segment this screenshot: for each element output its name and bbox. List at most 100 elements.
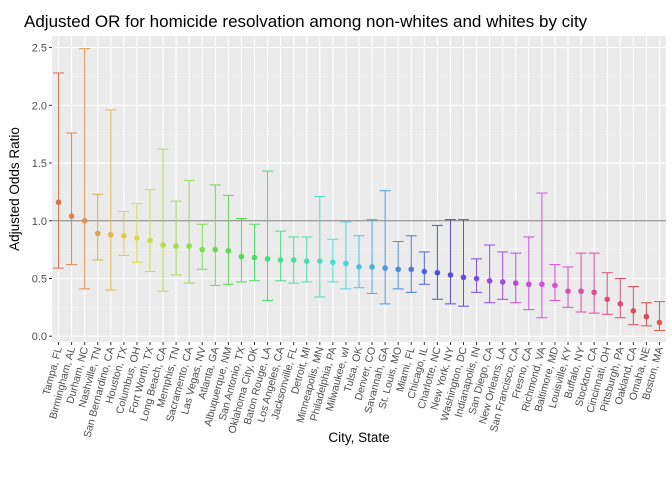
error-bar <box>66 132 78 266</box>
estimate-point <box>134 235 140 241</box>
estimate-point <box>460 274 467 281</box>
estimate-point <box>447 272 454 278</box>
estimate-point <box>604 296 611 303</box>
error-bar <box>484 244 496 304</box>
error-bar <box>601 272 613 315</box>
y-axis-ticks: 0.0 0.5 1.0 1.5 2.0 2.5 <box>32 43 52 343</box>
error-bar <box>379 190 391 305</box>
estimate-point <box>121 232 127 239</box>
error-bar <box>549 264 561 301</box>
estimate-point <box>591 289 597 296</box>
estimate-point <box>552 282 558 289</box>
error-bar <box>575 252 587 313</box>
error-bar <box>222 194 234 285</box>
error-bar <box>92 193 104 261</box>
y-tick-label: 0.0 <box>32 331 47 343</box>
estimate-point <box>68 213 75 219</box>
error-bar <box>209 184 221 286</box>
error-bar <box>627 286 639 326</box>
chart-title: Adjusted OR for homicide resolvation amo… <box>24 12 588 31</box>
error-bar <box>262 170 274 301</box>
y-tick-label: 1.5 <box>32 158 47 170</box>
error-bar <box>353 235 365 289</box>
y-axis-title: Adjusted Odds Ratio <box>7 127 22 251</box>
estimate-point <box>369 264 375 270</box>
error-bar <box>144 189 156 273</box>
estimate-point <box>81 217 88 224</box>
error-bar <box>536 192 548 319</box>
estimate-point <box>303 258 310 264</box>
error-bar <box>53 72 65 269</box>
error-bar <box>562 266 574 308</box>
error-bar <box>275 230 287 282</box>
error-bar <box>235 217 247 283</box>
estimate-point <box>147 237 153 244</box>
estimate-point <box>565 288 571 294</box>
y-tick-label: 1.0 <box>32 216 47 228</box>
estimate-point <box>578 288 584 294</box>
estimate-point <box>160 242 166 248</box>
error-bar <box>196 223 208 270</box>
error-bar <box>157 148 169 292</box>
error-bar <box>523 236 535 311</box>
estimate-point <box>317 258 323 264</box>
estimate-point <box>238 253 245 260</box>
error-bar <box>131 202 143 263</box>
y-tick-label: 2.5 <box>32 43 47 55</box>
error-bar <box>170 200 182 276</box>
error-bar <box>392 241 404 290</box>
error-bar <box>314 196 326 298</box>
error-bar <box>497 251 509 300</box>
estimate-point <box>251 254 258 261</box>
estimate-point <box>264 256 271 262</box>
estimate-point <box>356 264 362 270</box>
estimate-point <box>186 243 192 249</box>
error-bar <box>248 223 260 282</box>
estimate-point <box>512 280 519 286</box>
estimate-point <box>656 319 663 326</box>
error-bar <box>614 277 626 319</box>
error-bar <box>79 48 91 290</box>
estimate-point <box>277 257 284 263</box>
estimate-point <box>630 308 637 314</box>
error-bar <box>444 219 456 305</box>
error-bar <box>105 109 117 291</box>
estimate-point <box>617 301 624 307</box>
estimate-point <box>330 259 336 266</box>
estimate-point <box>486 278 493 284</box>
estimate-point <box>643 313 650 320</box>
estimate-point <box>408 266 415 273</box>
estimate-point <box>539 281 545 288</box>
estimate-point <box>107 231 114 238</box>
estimate-point <box>395 266 401 273</box>
estimate-point <box>499 279 506 285</box>
error-bar <box>418 251 430 285</box>
error-bar <box>340 221 352 290</box>
error-bar <box>183 179 195 284</box>
estimate-point <box>225 247 232 254</box>
estimate-point <box>343 260 349 267</box>
error-bar <box>458 219 470 307</box>
estimate-point <box>290 257 297 263</box>
estimate-point <box>473 275 480 282</box>
error-bar <box>471 258 483 293</box>
estimate-point <box>434 269 441 276</box>
y-tick-label: 2.0 <box>32 100 47 112</box>
error-bar <box>405 235 417 293</box>
x-axis-title: City, State <box>328 430 389 445</box>
estimate-point <box>421 268 428 275</box>
error-bar <box>366 219 378 295</box>
estimate-point <box>212 246 219 253</box>
error-bar <box>510 252 522 304</box>
estimate-point <box>55 199 62 206</box>
error-bar <box>431 224 443 300</box>
estimate-point <box>382 265 388 271</box>
estimate-point <box>199 246 206 253</box>
estimate-points <box>55 199 663 326</box>
estimate-point <box>173 243 179 249</box>
error-bar <box>588 252 600 314</box>
y-tick-label: 0.5 <box>32 273 47 285</box>
error-bar <box>653 301 665 331</box>
